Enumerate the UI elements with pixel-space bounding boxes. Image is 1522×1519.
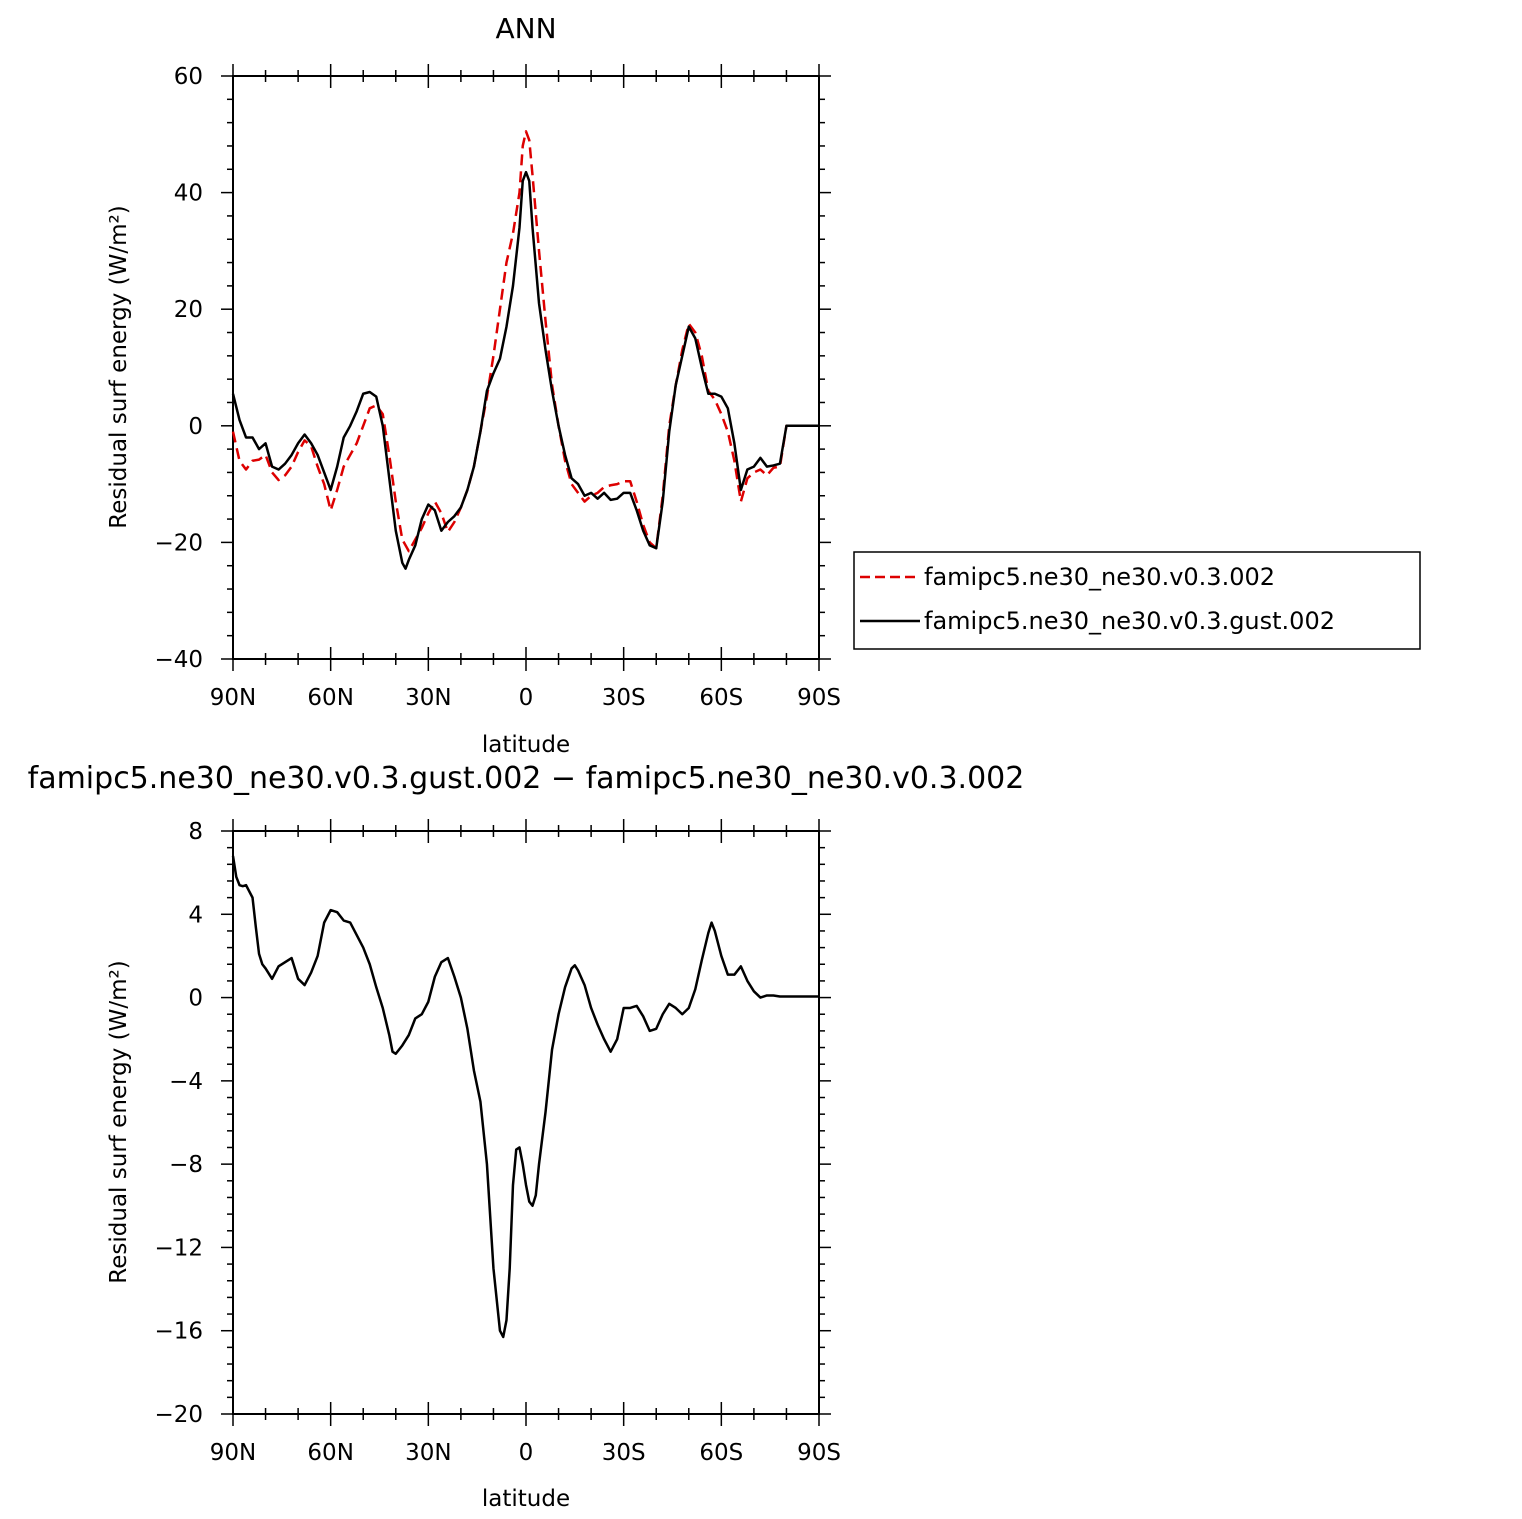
x-tick-label: 0: [519, 685, 534, 711]
y-tick-label: −8: [169, 1152, 203, 1178]
y-tick-label: −20: [154, 1402, 203, 1428]
x-tick-label: 0: [519, 1440, 534, 1466]
y-tick-label: 40: [174, 181, 203, 207]
x-tick-label: 30N: [405, 1440, 451, 1466]
top-plot-area: 90N 60N 30N 0 30S 60S 90S −40 −20 0 20 40 60: [154, 64, 841, 711]
x-tick-label: 30S: [602, 1440, 646, 1466]
y-tick-label: 20: [174, 297, 203, 323]
x-tick-label: 60N: [307, 1440, 353, 1466]
bottom-y-axis-label: Residual surf energy (W/m²): [106, 960, 132, 1283]
top-chart-title: ANN: [495, 12, 556, 45]
y-tick-label: 60: [174, 64, 203, 90]
bottom-chart-title: famipc5.ne30_ne30.v0.3.gust.002 − famipc…: [28, 761, 1025, 796]
y-tick-label: 0: [188, 986, 203, 1012]
y-tick-label: −20: [154, 530, 203, 556]
y-tick-label: −40: [154, 647, 203, 673]
y-tick-label: 4: [188, 902, 203, 928]
plot-frame: [232, 830, 820, 1415]
series-line-0-1: [231, 170, 819, 570]
y-tick-label: −16: [154, 1319, 203, 1345]
top-x-axis-label: latitude: [482, 732, 570, 758]
series-line-1-0: [231, 855, 819, 1339]
x-tick-label: 30S: [602, 685, 646, 711]
x-tick-label: 60S: [699, 685, 743, 711]
y-tick-label: 8: [188, 819, 203, 845]
plot-frame: [232, 75, 820, 660]
bottom-plot-area: 90N 60N 30N 0 30S 60S 90S −20 −16 −12 −8 −4 0 4 8: [154, 819, 841, 1466]
x-tick-label: 60N: [307, 685, 353, 711]
top-panel: ANN 90N 60N 30N 0 30S 60S 90S −40 −20 0 20 40 60 lat…: [106, 12, 1421, 758]
bottom-x-axis-label: latitude: [482, 1486, 570, 1512]
bottom-panel: famipc5.ne30_ne30.v0.3.gust.002 − famipc…: [28, 761, 1025, 1512]
series-line-0-0: [231, 130, 819, 553]
top-y-axis-label: Residual surf energy (W/m²): [106, 205, 132, 528]
x-tick-label: 60S: [699, 1440, 743, 1466]
axis-ticks: [221, 64, 831, 671]
legend-label-gust: famipc5.ne30_ne30.v0.3.gust.002: [924, 607, 1335, 635]
y-tick-label: −4: [169, 1069, 203, 1095]
y-tick-label: −12: [154, 1235, 203, 1261]
x-tick-label: 90S: [797, 685, 841, 711]
legend-label-control: famipc5.ne30_ne30.v0.3.002: [924, 563, 1275, 591]
legend: famipc5.ne30_ne30.v0.3.002 famipc5.ne30_…: [853, 551, 1421, 650]
legend-box: [853, 551, 1421, 650]
axis-ticks: [221, 819, 831, 1426]
x-tick-label: 90N: [210, 1440, 256, 1466]
x-tick-label: 90S: [797, 1440, 841, 1466]
y-tick-label: 0: [188, 414, 203, 440]
x-tick-label: 30N: [405, 685, 451, 711]
x-tick-label: 90N: [210, 685, 256, 711]
